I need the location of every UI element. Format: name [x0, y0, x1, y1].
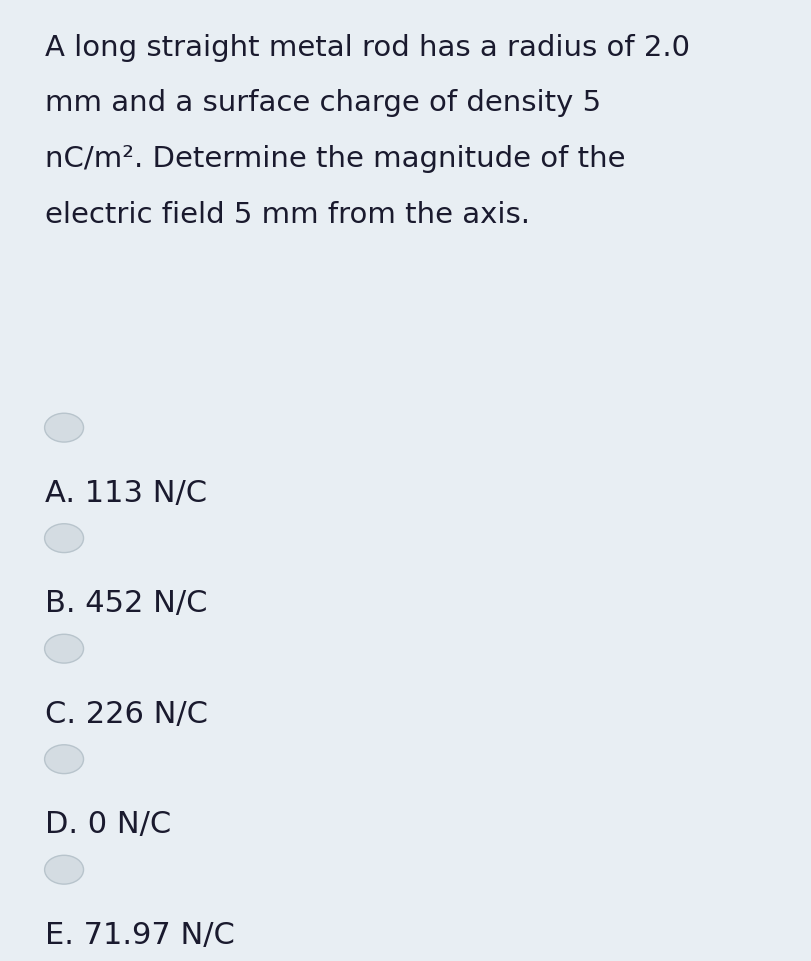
- Ellipse shape: [45, 855, 84, 884]
- Text: D. 0 N/C: D. 0 N/C: [45, 810, 171, 839]
- Text: mm and a surface charge of density 5: mm and a surface charge of density 5: [45, 89, 601, 117]
- Ellipse shape: [45, 745, 84, 774]
- Text: C. 226 N/C: C. 226 N/C: [45, 700, 208, 728]
- Text: nC/m². Determine the magnitude of the: nC/m². Determine the magnitude of the: [45, 145, 625, 173]
- Text: E. 71.97 N/C: E. 71.97 N/C: [45, 921, 234, 949]
- Ellipse shape: [45, 634, 84, 663]
- Text: A. 113 N/C: A. 113 N/C: [45, 479, 207, 507]
- Text: A long straight metal rod has a radius of 2.0: A long straight metal rod has a radius o…: [45, 34, 689, 62]
- Text: B. 452 N/C: B. 452 N/C: [45, 589, 207, 618]
- Ellipse shape: [45, 524, 84, 553]
- Ellipse shape: [45, 413, 84, 442]
- Text: electric field 5 mm from the axis.: electric field 5 mm from the axis.: [45, 201, 530, 229]
